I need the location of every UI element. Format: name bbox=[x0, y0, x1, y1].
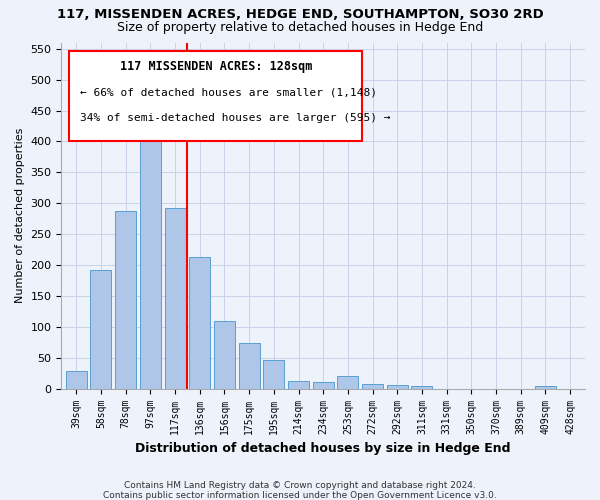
Bar bbox=[164, 208, 185, 388]
Bar bbox=[288, 382, 309, 388]
Text: Contains public sector information licensed under the Open Government Licence v3: Contains public sector information licen… bbox=[103, 491, 497, 500]
Bar bbox=[362, 384, 383, 388]
Bar bbox=[387, 385, 408, 388]
Bar bbox=[140, 106, 161, 389]
Bar bbox=[189, 257, 210, 388]
Text: 34% of semi-detached houses are larger (595) →: 34% of semi-detached houses are larger (… bbox=[80, 114, 390, 124]
Y-axis label: Number of detached properties: Number of detached properties bbox=[15, 128, 25, 304]
FancyBboxPatch shape bbox=[69, 51, 362, 141]
Bar bbox=[263, 360, 284, 388]
Text: Contains HM Land Registry data © Crown copyright and database right 2024.: Contains HM Land Registry data © Crown c… bbox=[124, 481, 476, 490]
Bar bbox=[337, 376, 358, 388]
Bar bbox=[66, 371, 87, 388]
X-axis label: Distribution of detached houses by size in Hedge End: Distribution of detached houses by size … bbox=[136, 442, 511, 455]
Bar bbox=[91, 270, 112, 388]
Text: ← 66% of detached houses are smaller (1,148): ← 66% of detached houses are smaller (1,… bbox=[80, 88, 377, 98]
Text: 117, MISSENDEN ACRES, HEDGE END, SOUTHAMPTON, SO30 2RD: 117, MISSENDEN ACRES, HEDGE END, SOUTHAM… bbox=[56, 8, 544, 20]
Text: 117 MISSENDEN ACRES: 128sqm: 117 MISSENDEN ACRES: 128sqm bbox=[119, 60, 312, 73]
Bar bbox=[115, 212, 136, 388]
Bar bbox=[239, 343, 260, 388]
Bar bbox=[412, 386, 433, 388]
Bar bbox=[313, 382, 334, 388]
Text: Size of property relative to detached houses in Hedge End: Size of property relative to detached ho… bbox=[117, 22, 483, 35]
Bar bbox=[214, 320, 235, 388]
Bar bbox=[535, 386, 556, 388]
